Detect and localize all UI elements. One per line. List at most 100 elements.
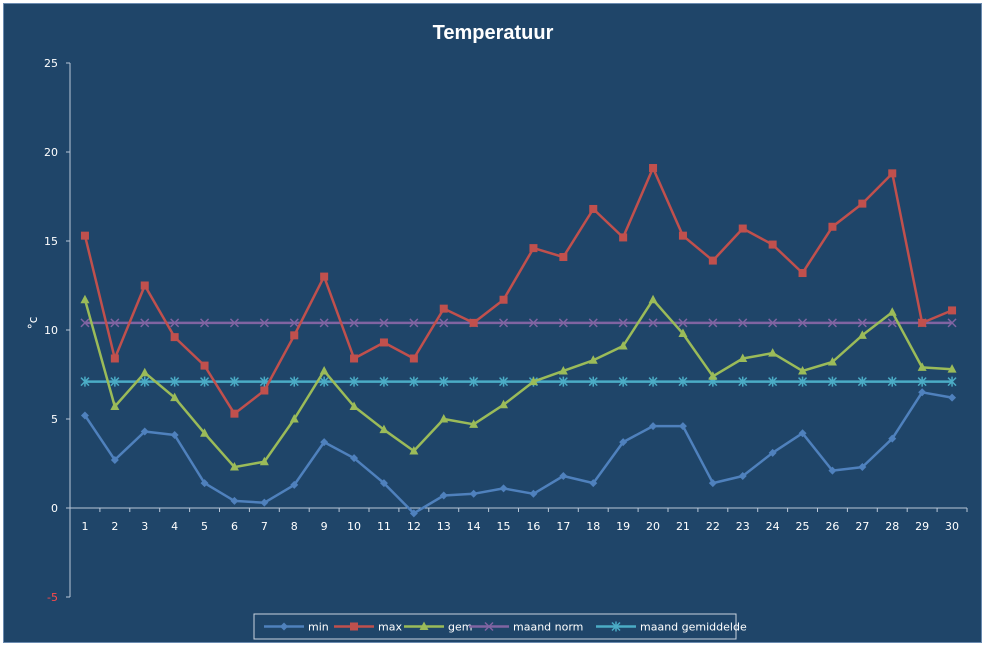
data-point-maand-norm	[857, 318, 867, 328]
y-tick-label: 5	[51, 413, 58, 426]
data-point-min	[379, 479, 388, 488]
data-point-max	[768, 240, 777, 249]
x-tick-label: 12	[407, 520, 421, 533]
data-point-gem	[588, 355, 598, 364]
data-point-min	[798, 429, 807, 438]
series-line-gem	[83, 298, 953, 469]
data-point-maand-gemiddelde	[170, 376, 180, 387]
data-point-maand-norm	[170, 318, 180, 328]
data-point-maand-gemiddelde	[678, 376, 688, 387]
legend: min max gem maand norm maand gemiddelde	[253, 613, 747, 640]
data-point-max	[649, 164, 658, 173]
y-tick-label: -5	[47, 591, 58, 604]
data-point-max	[140, 281, 149, 290]
data-point-maand-norm	[738, 318, 748, 328]
data-point-maand-gemiddelde	[738, 376, 748, 387]
series-group	[80, 164, 957, 518]
data-point-max	[80, 231, 89, 240]
data-point-min	[409, 509, 418, 518]
data-point-max	[170, 333, 179, 342]
x-tick-label: 10	[347, 520, 361, 533]
data-point-min	[918, 388, 927, 397]
data-point-maand-gemiddelde	[319, 376, 329, 387]
data-point-max	[559, 253, 568, 262]
data-point-maand-gemiddelde	[947, 376, 957, 387]
data-point-gem	[409, 446, 419, 455]
data-point-max	[678, 231, 687, 240]
x-tick-label: 3	[141, 520, 148, 533]
data-point-min	[260, 498, 269, 507]
data-point-maand-gemiddelde	[289, 376, 299, 387]
y-tick-label: 25	[44, 57, 58, 70]
legend-label-gem: gem	[448, 621, 472, 634]
data-point-max	[948, 306, 957, 315]
data-point-min	[738, 471, 747, 480]
data-point-gem	[798, 365, 808, 375]
data-point-min	[290, 480, 299, 489]
data-point-min	[678, 422, 687, 431]
data-point-max	[320, 272, 329, 281]
data-point-max	[350, 354, 359, 363]
data-point-max	[798, 269, 807, 278]
data-point-gem	[917, 362, 927, 371]
data-point-gem	[528, 376, 538, 386]
data-point-max	[858, 199, 867, 208]
data-point-maand-norm	[678, 318, 688, 328]
y-tick-label: 15	[44, 235, 58, 248]
data-point-maand-norm	[588, 318, 598, 328]
data-point-gem	[289, 414, 299, 423]
legend-entry-maand-norm: maand norm	[469, 621, 583, 634]
data-point-min	[649, 422, 658, 431]
data-point-min	[858, 463, 867, 472]
x-tick-label: 4	[171, 520, 178, 533]
data-point-min	[499, 484, 508, 493]
data-point-max	[619, 233, 628, 242]
data-point-gem	[80, 294, 90, 304]
legend-entry-gem: gem	[404, 621, 472, 634]
data-point-gem	[259, 456, 269, 466]
data-point-gem	[947, 364, 957, 373]
data-point-gem	[349, 401, 359, 411]
x-tick-label: 26	[825, 520, 839, 533]
data-point-maand-norm	[140, 318, 150, 328]
y-tick-label: 0	[51, 502, 58, 515]
data-point-maand-gemiddelde	[618, 376, 628, 387]
data-point-gem	[768, 348, 778, 357]
data-point-max	[409, 354, 418, 363]
x-tick-label: 18	[586, 520, 600, 533]
data-point-maand-norm	[798, 318, 808, 328]
data-point-gem	[170, 392, 180, 402]
data-point-max	[708, 256, 717, 265]
data-point-min	[170, 431, 179, 440]
x-tick-label: 22	[706, 520, 720, 533]
data-point-maand-norm	[319, 318, 329, 328]
data-point-maand-norm	[648, 318, 658, 328]
data-point-maand-norm	[80, 318, 90, 328]
data-point-min	[350, 454, 359, 463]
data-point-max	[110, 354, 119, 363]
x-tick-label: 28	[885, 520, 899, 533]
data-point-maand-norm	[768, 318, 778, 328]
data-point-maand-gemiddelde	[439, 376, 449, 387]
x-tick-label: 13	[437, 520, 451, 533]
data-point-maand-gemiddelde	[200, 376, 210, 387]
data-point-gem	[499, 399, 509, 409]
data-point-maand-norm	[349, 318, 359, 328]
data-point-max	[379, 338, 388, 347]
legend-marker-min	[280, 622, 288, 631]
data-point-min	[80, 411, 89, 420]
legend-marker-max	[350, 622, 358, 631]
legend-label-maand-norm: maand norm	[513, 621, 583, 634]
data-point-min	[469, 489, 478, 498]
data-point-min	[439, 491, 448, 500]
x-tick-labels: 1 2 3 4 5 6 7 8 9 10 11 12 13 14 15 16 17 18 19 20 21 22 23 24 2…	[81, 520, 959, 533]
chart-frame: Temperatuur °c -5 0 5 10 15 20 25 1 2 3 4 5 6 7 8 9 10 1…	[3, 3, 982, 643]
x-tick-label: 2	[111, 520, 118, 533]
data-point-gem	[140, 367, 150, 377]
series-line-min	[83, 391, 953, 515]
data-point-gem	[110, 401, 120, 411]
legend-entry-maand-gemiddelde: maand gemiddelde	[596, 621, 747, 634]
x-tick-label: 25	[796, 520, 810, 533]
x-tick-label: 7	[261, 520, 268, 533]
data-point-maand-gemiddelde	[80, 376, 90, 387]
